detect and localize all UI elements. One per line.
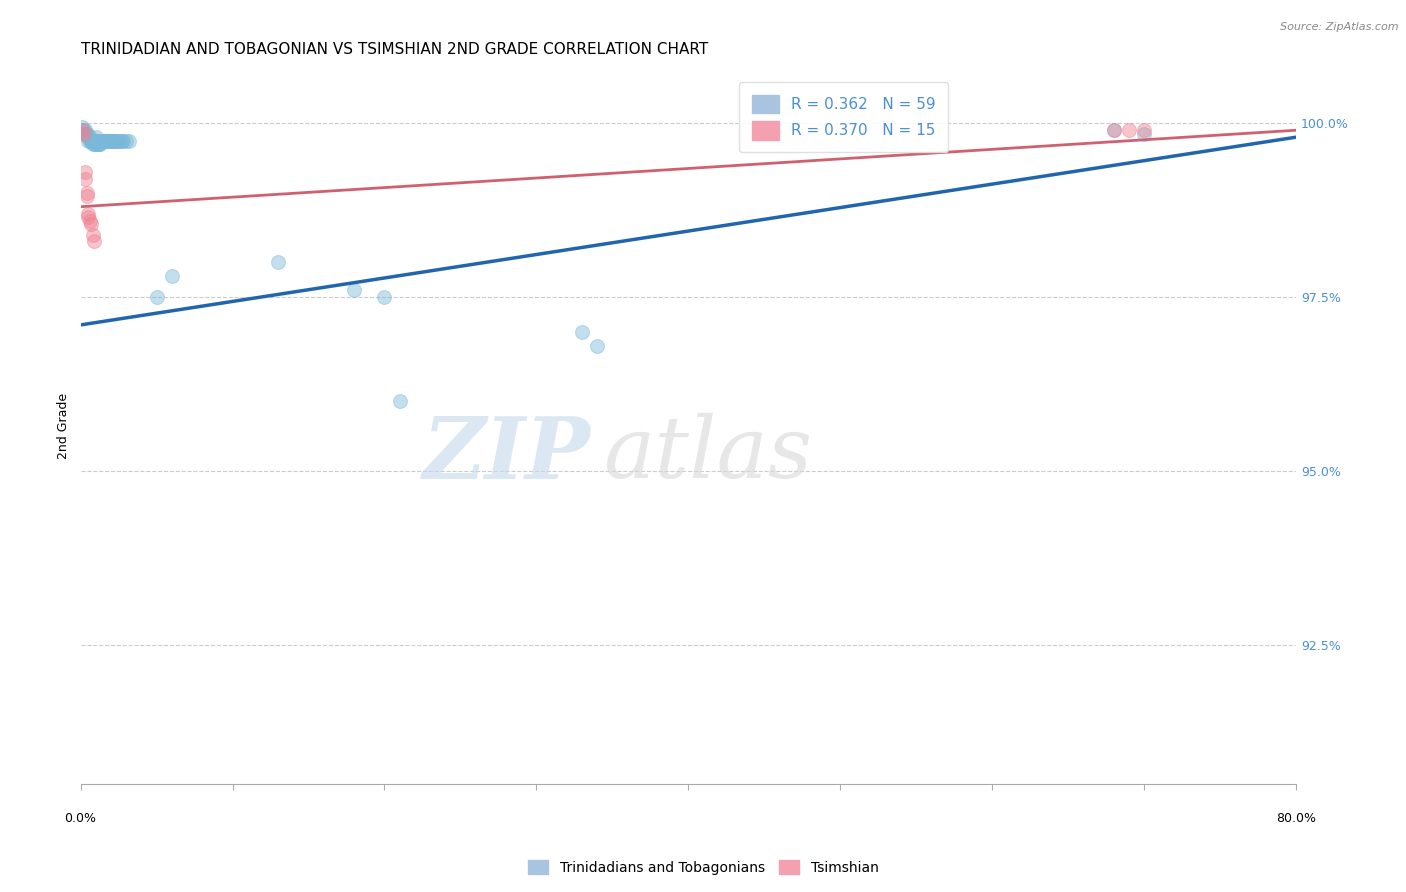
Point xyxy=(80,134,103,148)
Point xyxy=(160,269,183,284)
Point xyxy=(77,134,100,148)
Point xyxy=(84,137,107,152)
Point xyxy=(90,134,112,148)
Point xyxy=(105,134,128,148)
Point xyxy=(75,127,97,141)
Point xyxy=(76,127,98,141)
Point xyxy=(1118,123,1140,137)
Point xyxy=(1133,127,1156,141)
Point xyxy=(1133,123,1156,137)
Point xyxy=(84,130,107,145)
Point xyxy=(90,134,112,148)
Point xyxy=(118,134,141,148)
Point xyxy=(82,134,104,148)
Point xyxy=(82,134,104,148)
Point xyxy=(373,290,395,304)
Point xyxy=(87,137,110,152)
Point xyxy=(98,134,121,148)
Point xyxy=(97,134,120,148)
Text: Source: ZipAtlas.com: Source: ZipAtlas.com xyxy=(1281,22,1399,32)
Text: 80.0%: 80.0% xyxy=(1277,812,1316,824)
Point xyxy=(79,134,101,148)
Point xyxy=(76,127,98,141)
Point xyxy=(80,217,103,231)
Point xyxy=(1102,123,1125,137)
Point xyxy=(107,134,129,148)
Point xyxy=(343,283,366,297)
Point xyxy=(84,134,107,148)
Point xyxy=(82,137,104,152)
Point xyxy=(115,134,138,148)
Point xyxy=(89,137,111,152)
Text: 0.0%: 0.0% xyxy=(65,812,97,824)
Point xyxy=(112,134,135,148)
Point xyxy=(96,134,118,148)
Point xyxy=(388,394,411,409)
Point xyxy=(94,134,117,148)
Point xyxy=(145,290,167,304)
Text: ZIP: ZIP xyxy=(423,413,591,496)
Point xyxy=(100,134,122,148)
Point xyxy=(586,339,609,353)
Point xyxy=(86,137,108,152)
Point xyxy=(80,134,103,148)
Point xyxy=(76,186,98,200)
Point xyxy=(93,134,115,148)
Point xyxy=(75,123,97,137)
Point xyxy=(75,165,97,179)
Point xyxy=(108,134,131,148)
Text: TRINIDADIAN AND TOBAGONIAN VS TSIMSHIAN 2ND GRADE CORRELATION CHART: TRINIDADIAN AND TOBAGONIAN VS TSIMSHIAN … xyxy=(80,42,707,57)
Point xyxy=(571,325,593,339)
Point xyxy=(104,134,127,148)
Point xyxy=(77,207,100,221)
Legend: Trinidadians and Tobagonians, Tsimshian: Trinidadians and Tobagonians, Tsimshian xyxy=(522,855,884,880)
Y-axis label: 2nd Grade: 2nd Grade xyxy=(58,392,70,458)
Point xyxy=(101,134,124,148)
Point xyxy=(1102,123,1125,137)
Point xyxy=(86,134,108,148)
Point xyxy=(79,130,101,145)
Point xyxy=(103,134,125,148)
Point xyxy=(83,134,105,148)
Point xyxy=(75,172,97,186)
Point xyxy=(77,210,100,224)
Point xyxy=(267,255,290,269)
Point xyxy=(101,134,124,148)
Point xyxy=(82,227,104,242)
Point xyxy=(93,134,115,148)
Point xyxy=(72,123,94,137)
Point xyxy=(72,127,94,141)
Point xyxy=(96,134,118,148)
Point xyxy=(97,134,120,148)
Point xyxy=(76,189,98,203)
Point xyxy=(83,137,105,152)
Legend: R = 0.362   N = 59, R = 0.370   N = 15: R = 0.362 N = 59, R = 0.370 N = 15 xyxy=(740,82,948,152)
Point xyxy=(94,134,117,148)
Point xyxy=(77,130,100,145)
Text: atlas: atlas xyxy=(603,413,813,496)
Point xyxy=(89,134,111,148)
Point xyxy=(79,213,101,227)
Point xyxy=(83,235,105,249)
Point xyxy=(70,120,93,134)
Point xyxy=(70,123,93,137)
Point xyxy=(111,134,134,148)
Point xyxy=(87,137,110,152)
